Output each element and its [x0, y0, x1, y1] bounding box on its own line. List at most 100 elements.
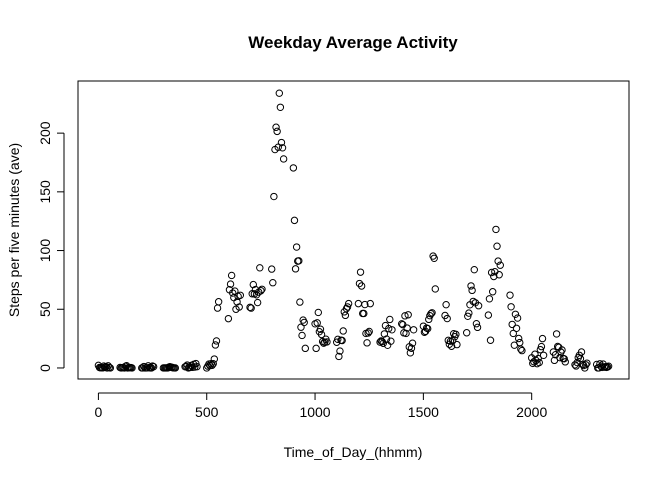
data-point — [535, 358, 543, 367]
data-point — [247, 304, 255, 312]
data-point — [249, 280, 258, 289]
data-point — [581, 364, 589, 372]
data-point — [468, 286, 476, 295]
data-point — [316, 325, 325, 333]
data-point — [365, 327, 373, 336]
x-axis: 0 500 1000 1500 2000 — [95, 392, 547, 420]
data-point — [314, 308, 322, 317]
data-point — [407, 344, 416, 352]
data-point — [290, 216, 299, 225]
data-point — [258, 285, 266, 293]
data-point — [453, 340, 461, 349]
data-point — [583, 359, 591, 367]
data-point — [507, 303, 515, 311]
data-point — [210, 355, 219, 363]
data-point — [208, 361, 216, 369]
data-point — [537, 342, 546, 351]
data-point — [253, 298, 262, 307]
data-point — [582, 361, 590, 369]
data-point — [301, 344, 309, 353]
data-point — [494, 257, 502, 265]
data-point — [556, 353, 564, 362]
data-point — [295, 257, 303, 265]
data-point — [277, 138, 286, 147]
data-point — [447, 342, 456, 350]
y-tick-label: 200 — [37, 121, 53, 145]
data-point — [298, 331, 306, 340]
data-point — [442, 300, 450, 309]
x-tick-label: 500 — [195, 404, 219, 420]
data-point — [424, 324, 432, 333]
data-point — [360, 309, 368, 318]
data-point — [431, 285, 439, 293]
data-point — [356, 268, 365, 276]
data-point — [474, 302, 483, 310]
chart-title: Weekday Average Activity — [248, 33, 458, 52]
data-point — [291, 265, 300, 273]
data-point — [230, 293, 238, 302]
data-point — [518, 346, 526, 355]
data-point — [561, 358, 569, 366]
data-point — [473, 323, 482, 332]
data-point — [408, 339, 417, 347]
data-point — [212, 337, 221, 345]
data-point — [603, 363, 612, 371]
data-point — [336, 347, 344, 355]
data-point — [577, 348, 586, 356]
y-tick-label: 50 — [37, 301, 53, 317]
data-point — [452, 330, 460, 339]
data-point — [512, 324, 521, 332]
y-tick-label: 0 — [37, 364, 53, 372]
y-axis-label: Steps per five minutes (ave) — [6, 143, 22, 317]
data-point — [355, 279, 364, 288]
data-point — [343, 303, 352, 311]
data-point — [470, 265, 478, 274]
data-point — [366, 299, 374, 308]
data-point — [387, 337, 395, 345]
y-tick-label: 100 — [37, 239, 53, 263]
data-point — [534, 354, 542, 363]
data-point — [323, 338, 331, 346]
y-tick-label: 150 — [37, 180, 53, 204]
data-point — [485, 295, 494, 303]
data-point — [339, 327, 347, 335]
data-point — [300, 318, 308, 327]
data-point — [506, 291, 514, 299]
data-point — [443, 314, 451, 323]
data-point — [213, 304, 222, 312]
data-point — [292, 243, 301, 251]
x-tick-label: 2000 — [516, 404, 547, 420]
data-point — [320, 339, 328, 347]
data-point — [467, 282, 475, 290]
data-point — [214, 298, 223, 306]
data-point — [509, 329, 517, 338]
data-point — [224, 314, 233, 323]
data-point — [495, 271, 503, 279]
data-point — [279, 155, 288, 163]
data-point — [388, 326, 396, 334]
data-point — [342, 304, 351, 313]
data-point — [401, 312, 409, 320]
y-axis: 0 50 100 150 200 — [37, 121, 65, 372]
data-point — [338, 336, 346, 345]
x-tick-label: 1000 — [299, 404, 330, 420]
data-point — [289, 164, 298, 172]
data-point — [227, 271, 236, 280]
data-point — [257, 287, 265, 295]
data-point — [229, 289, 237, 297]
data-point — [516, 338, 524, 347]
data-point — [552, 330, 561, 338]
data-point — [403, 324, 411, 332]
data-point — [571, 361, 579, 369]
data-point — [273, 127, 281, 136]
data-points — [94, 89, 613, 372]
data-point — [496, 261, 504, 269]
x-tick-label: 1500 — [408, 404, 439, 420]
data-point — [508, 320, 516, 329]
data-point — [296, 298, 304, 306]
data-point — [513, 314, 522, 322]
data-point — [128, 364, 136, 372]
data-point — [361, 300, 369, 309]
data-point — [312, 344, 320, 353]
